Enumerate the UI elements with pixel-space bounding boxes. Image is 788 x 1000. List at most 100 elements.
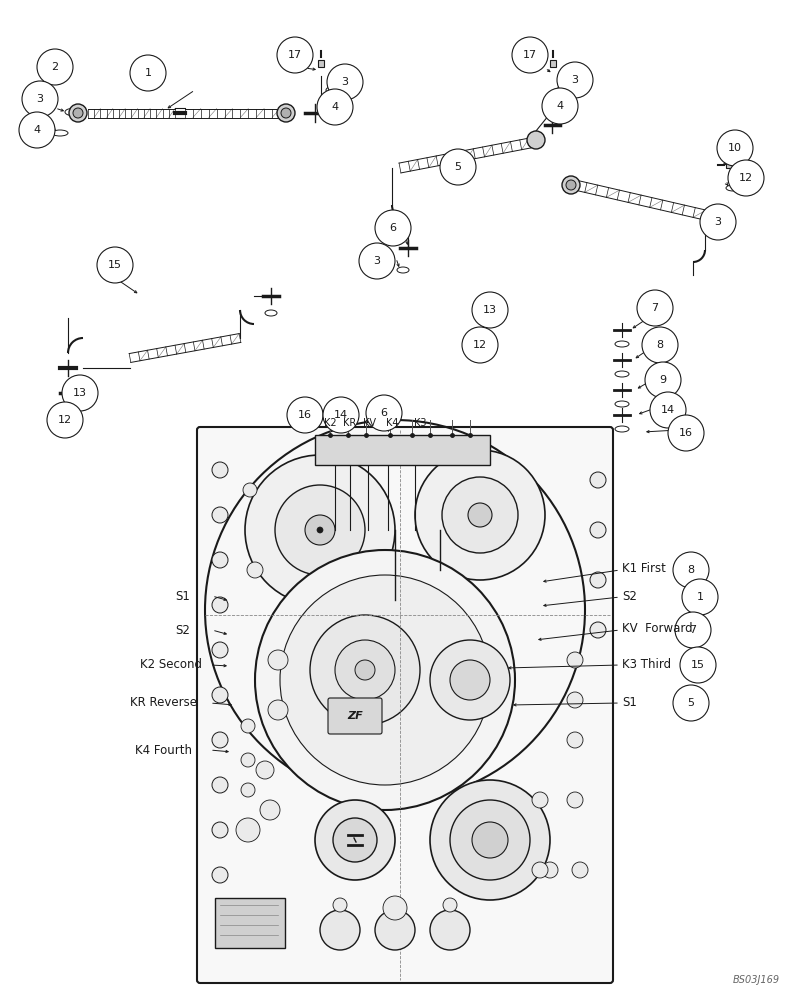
Ellipse shape — [726, 185, 740, 191]
Circle shape — [19, 112, 55, 148]
Circle shape — [241, 783, 255, 797]
Circle shape — [527, 131, 545, 149]
Circle shape — [590, 622, 606, 638]
Circle shape — [590, 522, 606, 538]
Text: 3: 3 — [571, 75, 578, 85]
Circle shape — [275, 485, 365, 575]
Circle shape — [557, 62, 593, 98]
Circle shape — [566, 180, 576, 190]
Ellipse shape — [321, 108, 339, 115]
Circle shape — [567, 732, 583, 748]
Circle shape — [355, 660, 375, 680]
Circle shape — [443, 898, 457, 912]
Circle shape — [62, 375, 98, 411]
Text: 7: 7 — [690, 625, 697, 635]
Circle shape — [212, 867, 228, 883]
Text: 4: 4 — [33, 125, 40, 135]
Circle shape — [637, 290, 673, 326]
Ellipse shape — [615, 341, 629, 347]
Text: BS03J169: BS03J169 — [733, 975, 780, 985]
Text: KR: KR — [344, 418, 357, 428]
Text: 3: 3 — [715, 217, 722, 227]
Text: 16: 16 — [679, 428, 693, 438]
Text: K2: K2 — [324, 418, 336, 428]
Polygon shape — [550, 60, 556, 67]
Circle shape — [415, 450, 545, 580]
Circle shape — [430, 910, 470, 950]
Text: 13: 13 — [73, 388, 87, 398]
Circle shape — [333, 898, 347, 912]
Ellipse shape — [397, 267, 409, 273]
Text: 17: 17 — [288, 50, 302, 60]
Circle shape — [277, 37, 313, 73]
Circle shape — [256, 761, 274, 779]
FancyBboxPatch shape — [197, 427, 613, 983]
Text: 6: 6 — [381, 408, 388, 418]
Text: 2: 2 — [51, 62, 58, 72]
Ellipse shape — [265, 310, 277, 316]
Circle shape — [335, 640, 395, 700]
Circle shape — [212, 507, 228, 523]
Bar — [315, 435, 490, 465]
Text: S2: S2 — [175, 624, 190, 637]
Circle shape — [450, 800, 530, 880]
Circle shape — [642, 327, 678, 363]
Text: 15: 15 — [691, 660, 705, 670]
Text: 1: 1 — [697, 592, 704, 602]
Circle shape — [542, 862, 558, 878]
Circle shape — [542, 88, 578, 124]
Circle shape — [532, 862, 548, 878]
Circle shape — [73, 108, 83, 118]
Circle shape — [22, 81, 58, 117]
Circle shape — [320, 910, 360, 950]
Text: 5: 5 — [687, 698, 694, 708]
Circle shape — [383, 896, 407, 920]
Ellipse shape — [478, 350, 490, 356]
Text: 12: 12 — [473, 340, 487, 350]
Circle shape — [247, 562, 263, 578]
Circle shape — [472, 292, 508, 328]
Ellipse shape — [615, 401, 629, 407]
Circle shape — [212, 462, 228, 478]
Text: 8: 8 — [687, 565, 694, 575]
Circle shape — [97, 247, 133, 283]
Text: K3 Third: K3 Third — [622, 658, 671, 670]
Text: K3: K3 — [414, 418, 426, 428]
Circle shape — [310, 615, 420, 725]
Ellipse shape — [52, 130, 68, 136]
Circle shape — [472, 822, 508, 858]
Text: 6: 6 — [389, 223, 396, 233]
Circle shape — [668, 415, 704, 451]
Circle shape — [562, 176, 580, 194]
Circle shape — [728, 160, 764, 196]
Text: 12: 12 — [58, 415, 72, 425]
Ellipse shape — [615, 371, 629, 377]
Circle shape — [236, 818, 260, 842]
Circle shape — [241, 753, 255, 767]
Text: S1: S1 — [622, 696, 637, 708]
Circle shape — [375, 210, 411, 246]
Text: 8: 8 — [656, 340, 663, 350]
Text: 12: 12 — [739, 173, 753, 183]
Polygon shape — [318, 60, 324, 67]
Circle shape — [333, 818, 377, 862]
Circle shape — [532, 792, 548, 808]
Circle shape — [260, 800, 280, 820]
Text: 13: 13 — [483, 305, 497, 315]
Circle shape — [700, 204, 736, 240]
Text: 16: 16 — [298, 410, 312, 420]
Text: 9: 9 — [660, 375, 667, 385]
Circle shape — [323, 397, 359, 433]
Text: 4: 4 — [332, 102, 339, 112]
Circle shape — [645, 362, 681, 398]
Circle shape — [37, 49, 73, 85]
Circle shape — [359, 243, 395, 279]
Circle shape — [305, 515, 335, 545]
Ellipse shape — [326, 87, 340, 94]
Circle shape — [243, 483, 257, 497]
Circle shape — [450, 660, 490, 700]
Text: K1 First: K1 First — [622, 562, 666, 576]
Circle shape — [673, 685, 709, 721]
Ellipse shape — [65, 108, 79, 115]
Text: S1: S1 — [175, 589, 190, 602]
